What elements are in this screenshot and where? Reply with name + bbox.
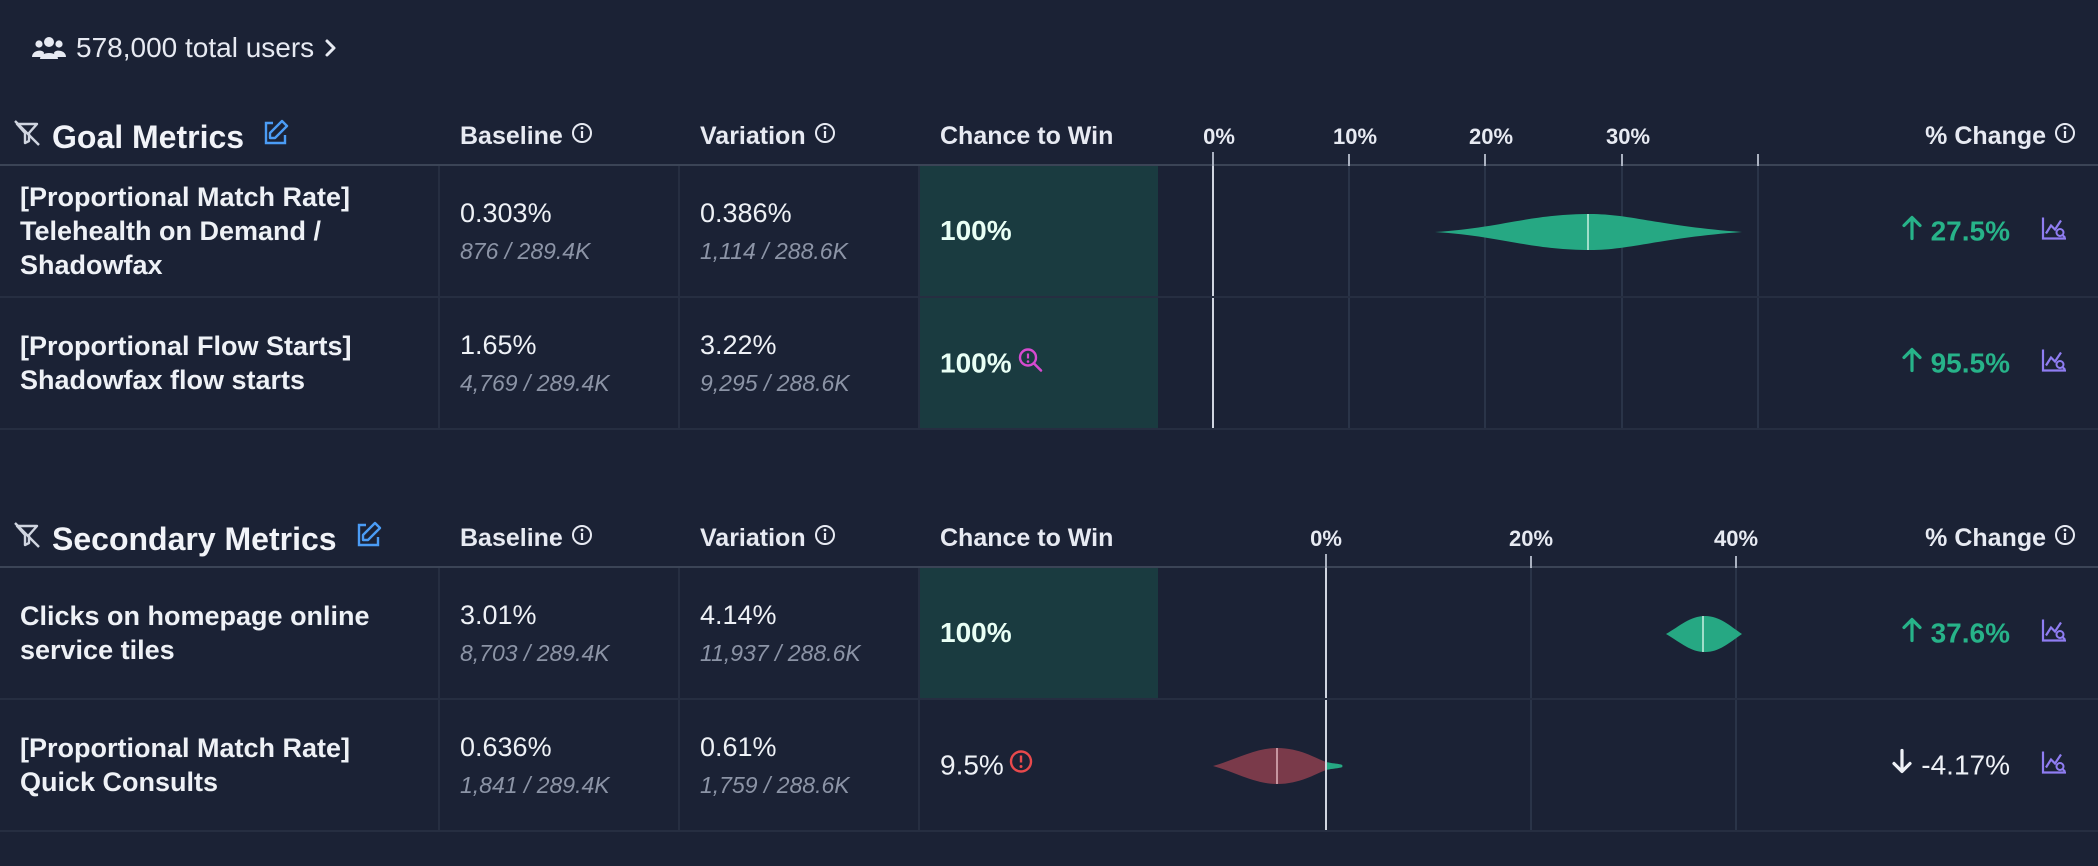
axis-tick-label: 20% xyxy=(1508,526,1554,551)
violin-chart xyxy=(1213,700,1737,830)
info-icon[interactable] xyxy=(814,524,836,553)
chance-to-win-value: 9.5% xyxy=(940,749,1034,782)
confidence-violin-negative xyxy=(1213,748,1326,784)
filter-off-icon[interactable] xyxy=(12,520,42,558)
chance-to-win-value: 100% xyxy=(940,617,1012,648)
violin-chart xyxy=(1325,568,1742,698)
goal-metrics-title: Goal Metrics xyxy=(52,118,245,155)
percent-change-column-header: % Change xyxy=(1925,122,2076,151)
chance-to-win-column-header: Chance to Win xyxy=(940,122,1114,150)
info-icon[interactable] xyxy=(2054,524,2076,553)
violin-chart xyxy=(1212,298,1759,428)
edit-icon[interactable] xyxy=(260,118,290,156)
secondary-metrics-header: Secondary Metrics Baseline Variation Cha… xyxy=(0,514,2098,568)
variation-column-header: Variation xyxy=(700,524,836,553)
variation-counts: 1,759 / 288.6K xyxy=(700,772,850,798)
arrow-up-icon xyxy=(1901,215,1923,248)
baseline-column-header: Baseline xyxy=(460,122,593,151)
confidence-violin-positive xyxy=(1326,762,1343,770)
chance-to-win-value: 100% xyxy=(940,346,1044,381)
zoom-search-icon[interactable] xyxy=(1016,346,1044,381)
percent-change: 95.5% xyxy=(1901,347,2010,380)
metric-row[interactable]: [Proportional Match Rate] Telehealth on … xyxy=(0,166,2098,298)
chevron-right-icon xyxy=(324,38,338,58)
info-icon[interactable] xyxy=(814,122,836,151)
axis-tick-label: 0% xyxy=(1310,526,1342,551)
percent-change-column-header: % Change xyxy=(1925,524,2076,553)
metric-row[interactable]: [Proportional Flow Starts] Shadowfax flo… xyxy=(0,298,2098,430)
secondary-metrics-title: Secondary Metrics xyxy=(52,520,337,557)
baseline-counts: 876 / 289.4K xyxy=(460,238,591,264)
variation-counts: 1,114 / 288.6K xyxy=(700,238,848,264)
info-icon[interactable] xyxy=(571,524,593,553)
metric-name: Clicks on homepage online service tiles xyxy=(20,601,370,665)
chart-graph-icon[interactable] xyxy=(2040,216,2068,247)
baseline-value: 1.65% xyxy=(460,330,537,360)
chart-graph-icon[interactable] xyxy=(2040,750,2068,781)
filter-off-icon[interactable] xyxy=(12,118,42,156)
baseline-counts: 8,703 / 289.4K xyxy=(460,640,610,666)
percent-change: 27.5% xyxy=(1901,215,2010,248)
baseline-value: 0.303% xyxy=(460,198,552,228)
percent-change: 37.6% xyxy=(1901,617,2010,650)
variation-counts: 11,937 / 288.6K xyxy=(700,640,861,666)
axis-tick-label: 10% xyxy=(1332,124,1378,149)
users-icon xyxy=(32,35,66,61)
alert-circle-icon[interactable] xyxy=(1008,749,1034,782)
violin-chart xyxy=(1212,166,1759,296)
metric-row[interactable]: Clicks on homepage online service tiles … xyxy=(0,568,2098,700)
axis-tick-label: 40% xyxy=(1713,526,1759,551)
arrow-down-icon xyxy=(1891,748,1913,782)
metric-row[interactable]: [Proportional Match Rate] Quick Consults… xyxy=(0,700,2098,832)
confidence-violin xyxy=(1666,616,1742,652)
arrow-up-icon xyxy=(1901,617,1923,650)
variation-value: 3.22% xyxy=(700,330,777,360)
baseline-counts: 4,769 / 289.4K xyxy=(460,370,610,396)
metric-name: [Proportional Match Rate] Quick Consults xyxy=(20,733,351,797)
axis-tick-label: 20% xyxy=(1468,124,1514,149)
metric-name: [Proportional Flow Starts] Shadowfax flo… xyxy=(20,331,352,395)
goal-metrics-section: Goal Metrics Baseline Variation Chance t… xyxy=(0,112,2098,430)
variation-value: 0.386% xyxy=(700,198,792,228)
total-users-label: 578,000 total users xyxy=(76,32,315,63)
chance-to-win-value: 100% xyxy=(940,215,1012,246)
axis-tick-label: 0% xyxy=(1203,124,1235,149)
axis-tick-label: 30% xyxy=(1605,124,1651,149)
info-icon[interactable] xyxy=(2054,122,2076,151)
baseline-value: 3.01% xyxy=(460,600,537,630)
baseline-column-header: Baseline xyxy=(460,524,593,553)
info-icon[interactable] xyxy=(571,122,593,151)
metric-name: [Proportional Match Rate] Telehealth on … xyxy=(20,182,351,280)
goal-metrics-header: Goal Metrics Baseline Variation Chance t… xyxy=(0,112,2098,166)
variation-counts: 9,295 / 288.6K xyxy=(700,370,850,396)
chart-graph-icon[interactable] xyxy=(2040,348,2068,379)
secondary-metrics-section: Secondary Metrics Baseline Variation Cha… xyxy=(0,514,2098,832)
edit-icon[interactable] xyxy=(353,520,383,558)
variation-value: 4.14% xyxy=(700,600,777,630)
percent-change: -4.17% xyxy=(1891,748,2010,782)
chance-to-win-column-header: Chance to Win xyxy=(940,524,1114,552)
baseline-value: 0.636% xyxy=(460,732,552,762)
total-users-link[interactable]: 578,000 total users xyxy=(32,30,338,66)
baseline-counts: 1,841 / 289.4K xyxy=(460,772,610,798)
variation-column-header: Variation xyxy=(700,122,836,151)
arrow-up-icon xyxy=(1901,347,1923,380)
chart-graph-icon[interactable] xyxy=(2040,618,2068,649)
variation-value: 0.61% xyxy=(700,732,777,762)
